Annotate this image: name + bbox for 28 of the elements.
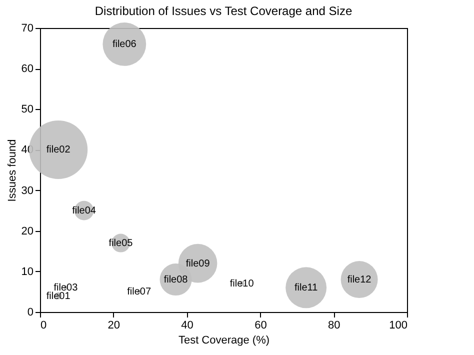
x-tick-label: 40: [181, 320, 194, 332]
x-tick-label: 80: [328, 320, 340, 332]
x-tick-label: 20: [108, 320, 120, 332]
annotation: file10: [230, 278, 254, 290]
y-tick-label: 60: [21, 63, 34, 76]
annotation: file11: [294, 282, 318, 294]
x-tick-label: 100: [389, 320, 408, 332]
y-tick-label: 30: [21, 184, 34, 197]
y-tick-label: 50: [21, 104, 34, 116]
annotation: file12: [347, 274, 372, 286]
y-tick-label: 0: [27, 306, 34, 318]
x-tick-label: 60: [254, 320, 267, 332]
y-tick-label: 10: [21, 266, 34, 278]
annotation: file05: [108, 238, 134, 250]
annotation: file08: [164, 274, 188, 286]
y-tick-label: 40: [21, 144, 34, 156]
chart-title: Distribution of Issues vs Test Coverage and Size: [94, 4, 352, 18]
y-tick-label: 70: [21, 22, 34, 34]
y-tick-label: 20: [21, 225, 34, 238]
x-axis-title: Test Coverage (%): [178, 334, 270, 346]
annotation: file09: [186, 258, 210, 270]
annotation: file02: [46, 144, 71, 156]
y-axis-title: Issues found: [6, 139, 18, 202]
annotation: file01: [46, 290, 71, 302]
annotation: file07: [127, 286, 152, 298]
annotation: file04: [72, 206, 96, 217]
annotation: file06: [112, 39, 137, 50]
x-tick-label: 0: [40, 320, 47, 332]
